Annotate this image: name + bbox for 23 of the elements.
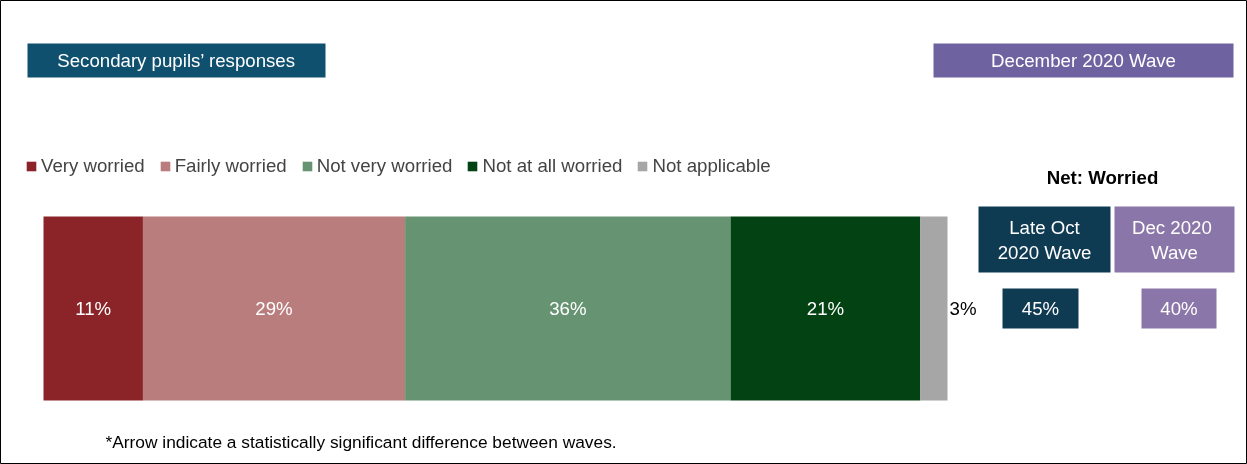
- bar: [405, 216, 731, 401]
- text: Net: Worried: [1046, 167, 1159, 188]
- legend-label: Not applicable: [652, 155, 771, 177]
- text: 40%: [1160, 298, 1198, 319]
- bar: [142, 216, 406, 401]
- bar: [920, 216, 948, 401]
- data-label: 36%: [549, 298, 587, 319]
- text: *Arrow indicate a statistically significant difference between waves.: [105, 431, 617, 452]
- legend-label: Very worried: [41, 155, 145, 177]
- text: Dec 2020 Wave: [1131, 216, 1212, 263]
- bar: [43, 216, 143, 401]
- legend-label: Not at all worried: [482, 155, 623, 177]
- data-label: 29%: [255, 298, 293, 319]
- data-label: 21%: [806, 298, 845, 319]
- text: December 2020 Wave: [991, 50, 1176, 71]
- text: Late Oct 2020 Wave: [997, 216, 1092, 263]
- legend-label: Not very worried: [316, 155, 453, 177]
- chart-title: Secondary pupils’ responses: [57, 50, 296, 71]
- text: 45%: [1021, 298, 1060, 319]
- legend-label: Fairly worried: [174, 155, 287, 177]
- data-label: 3%: [949, 298, 977, 319]
- data-label: 11%: [75, 298, 112, 319]
- bar: [730, 216, 921, 401]
